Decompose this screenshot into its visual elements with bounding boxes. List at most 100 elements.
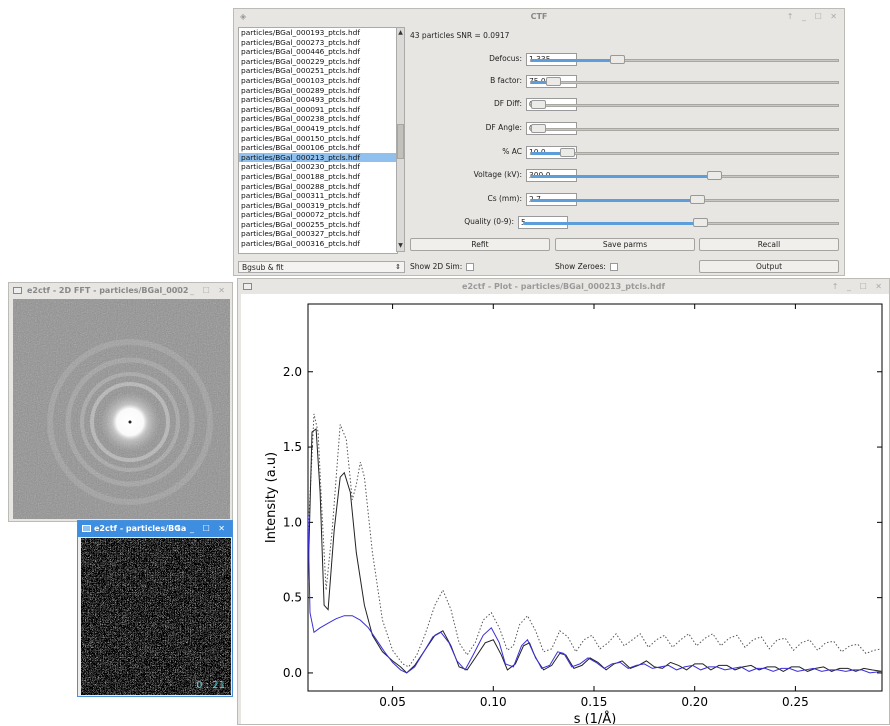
particle-image[interactable]: 0 : 21 bbox=[81, 538, 231, 695]
series-line-3 bbox=[308, 514, 882, 674]
param-label: Defocus: bbox=[489, 54, 522, 63]
x-tick-label: 0.15 bbox=[581, 695, 608, 709]
particle-image-svg bbox=[81, 538, 231, 695]
x-tick-label: 0.25 bbox=[782, 695, 809, 709]
y-tick-label: 1.0 bbox=[283, 515, 302, 529]
save-parms-button[interactable]: Save parms bbox=[555, 238, 695, 251]
plot-window: e2ctf - Plot - particles/BGal_000213_ptc… bbox=[237, 278, 890, 726]
show-2d-sim[interactable]: Show 2D Sim: bbox=[410, 261, 475, 273]
list-item[interactable]: particles/BGal_000238_ptcls.hdf bbox=[241, 114, 360, 124]
window-controls-icon[interactable]: ↑ _ ☐ ✕ bbox=[786, 12, 840, 21]
series-line-1 bbox=[308, 413, 882, 668]
slider-handle[interactable] bbox=[689, 195, 705, 204]
slider-handle[interactable] bbox=[707, 171, 723, 180]
show-zeroes-label: Show Zeroes: bbox=[555, 262, 606, 271]
plot-titlebar[interactable]: e2ctf - Plot - particles/BGal_000213_ptc… bbox=[238, 279, 889, 295]
scroll-up-icon[interactable]: ▲ bbox=[398, 29, 403, 36]
plot-frame bbox=[307, 303, 883, 692]
show-zeroes-checkbox[interactable] bbox=[609, 263, 618, 271]
list-item[interactable]: particles/BGal_000230_ptcls.hdf bbox=[241, 162, 360, 172]
list-item[interactable]: particles/BGal_000288_ptcls.hdf bbox=[241, 181, 360, 191]
fft-image[interactable] bbox=[13, 299, 230, 519]
slider-handle[interactable] bbox=[560, 148, 576, 157]
param-slider[interactable] bbox=[530, 124, 839, 133]
list-item[interactable]: particles/BGal_000091_ptcls.hdf bbox=[241, 104, 360, 114]
list-item[interactable]: particles/BGal_000289_ptcls.hdf bbox=[241, 85, 360, 95]
slider-fill bbox=[531, 152, 561, 155]
x-tick-label: 0.05 bbox=[379, 695, 406, 709]
list-item[interactable]: particles/BGal_000255_ptcls.hdf bbox=[241, 219, 360, 229]
scroll-down-icon[interactable]: ▼ bbox=[398, 242, 403, 249]
window-title: CTF bbox=[530, 12, 548, 21]
window-controls-icon[interactable]: ↑ _ ☐ ✕ bbox=[174, 286, 228, 295]
y-tick-label: 0.5 bbox=[283, 591, 302, 605]
list-item[interactable]: particles/BGal_000103_ptcls.hdf bbox=[241, 75, 360, 85]
slider-fill bbox=[531, 81, 546, 84]
slider-fill bbox=[531, 199, 690, 202]
list-item[interactable]: particles/BGal_000251_ptcls.hdf bbox=[241, 66, 360, 76]
x-axis-label: s (1/Å) bbox=[574, 711, 617, 724]
list-item[interactable]: particles/BGal_000072_ptcls.hdf bbox=[241, 210, 360, 220]
mode-select-value: Bgsub & fit bbox=[242, 263, 284, 272]
particle-index-label: 0 : 21 bbox=[196, 680, 225, 691]
param-label: Voltage (kV): bbox=[473, 170, 522, 179]
list-item[interactable]: particles/BGal_000316_ptcls.hdf bbox=[241, 239, 360, 249]
app-icon: ◈ bbox=[240, 12, 247, 21]
list-item[interactable]: particles/BGal_000419_ptcls.hdf bbox=[241, 123, 360, 133]
ctf-titlebar[interactable]: ◈ CTF ↑ _ ☐ ✕ bbox=[234, 9, 844, 25]
list-item[interactable]: particles/BGal_000446_ptcls.hdf bbox=[241, 47, 360, 57]
list-item[interactable]: particles/BGal_000188_ptcls.hdf bbox=[241, 171, 360, 181]
show-2d-sim-label: Show 2D Sim: bbox=[410, 262, 463, 271]
list-item[interactable]: particles/BGal_000319_ptcls.hdf bbox=[241, 200, 360, 210]
list-item[interactable]: particles/BGal_000150_ptcls.hdf bbox=[241, 133, 360, 143]
window-controls-icon[interactable]: ↑ _ ☐ ✕ bbox=[174, 524, 228, 533]
window-icon bbox=[243, 283, 252, 290]
show-2d-sim-checkbox[interactable] bbox=[466, 263, 475, 271]
list-item[interactable]: particles/BGal_000493_ptcls.hdf bbox=[241, 95, 360, 105]
list-scrollbar[interactable]: ▲ ▼ bbox=[396, 27, 405, 252]
window-controls-icon[interactable]: ↑ _ ☐ ✕ bbox=[831, 282, 885, 291]
slider-handle[interactable] bbox=[531, 100, 546, 109]
list-item[interactable]: particles/BGal_000311_ptcls.hdf bbox=[241, 191, 360, 201]
y-tick-label: 1.5 bbox=[283, 440, 302, 454]
slider-handle[interactable] bbox=[692, 218, 708, 227]
param-slider[interactable] bbox=[530, 77, 839, 86]
param-slider[interactable] bbox=[530, 55, 839, 64]
particle-window: e2ctf - particles/BGa ↑ _ ☐ ✕ 0 : 21 bbox=[77, 520, 233, 697]
param-slider[interactable] bbox=[530, 148, 839, 157]
refit-button[interactable]: Refit bbox=[410, 238, 550, 251]
param-slider[interactable] bbox=[530, 100, 839, 109]
window-icon bbox=[13, 287, 22, 294]
list-item[interactable]: particles/BGal_000229_ptcls.hdf bbox=[241, 56, 360, 66]
list-item[interactable]: particles/BGal_000327_ptcls.hdf bbox=[241, 229, 360, 239]
recall-button[interactable]: Recall bbox=[699, 238, 839, 251]
slider-handle[interactable] bbox=[531, 124, 546, 133]
output-button[interactable]: Output bbox=[699, 260, 839, 273]
y-tick-label: 2.0 bbox=[283, 365, 302, 379]
y-axis-label: Intensity (a.u) bbox=[264, 452, 279, 543]
particle-titlebar[interactable]: e2ctf - particles/BGa ↑ _ ☐ ✕ bbox=[78, 521, 232, 537]
param-label: DF Angle: bbox=[485, 123, 522, 132]
particle-window-title: e2ctf - particles/BGa bbox=[94, 524, 187, 533]
list-item[interactable]: particles/BGal_000273_ptcls.hdf bbox=[241, 37, 360, 47]
list-item[interactable]: particles/BGal_000106_ptcls.hdf bbox=[241, 143, 360, 153]
slider-handle[interactable] bbox=[610, 55, 626, 64]
param-label: DF Diff: bbox=[493, 99, 522, 108]
param-slider[interactable] bbox=[530, 195, 839, 204]
fft-image-svg bbox=[13, 299, 230, 519]
mode-select[interactable]: Bgsub & fit ⇕ bbox=[238, 261, 405, 273]
y-tick-label: 0.0 bbox=[283, 666, 302, 680]
fft-titlebar[interactable]: e2ctf - 2D FFT - particles/BGal_0002 ↑ _… bbox=[9, 283, 232, 299]
param-slider[interactable] bbox=[530, 171, 839, 180]
scroll-thumb[interactable] bbox=[397, 124, 404, 159]
fft-window-title: e2ctf - 2D FFT - particles/BGal_0002 bbox=[27, 286, 189, 295]
slider-handle[interactable] bbox=[545, 77, 561, 86]
list-item[interactable]: particles/BGal_000213_ptcls.hdf bbox=[239, 152, 397, 163]
plot-window-title: e2ctf - Plot - particles/BGal_000213_ptc… bbox=[462, 282, 665, 291]
ctf-plot: 0.05 0.10 0.15 0.20 0.25 0.0 0.5 1.0 1.5 2.0 s (1/… bbox=[264, 303, 883, 726]
particle-list[interactable]: particles/BGal_000193_ptcls.hdf particles… bbox=[238, 27, 398, 254]
plot-area[interactable]: 0.05 0.10 0.15 0.20 0.25 0.0 0.5 1.0 1.5 2.0 s (1/… bbox=[241, 294, 889, 726]
list-item[interactable]: particles/BGal_000193_ptcls.hdf bbox=[241, 28, 360, 37]
param-slider[interactable] bbox=[523, 218, 839, 227]
show-zeroes[interactable]: Show Zeroes: bbox=[555, 261, 618, 273]
